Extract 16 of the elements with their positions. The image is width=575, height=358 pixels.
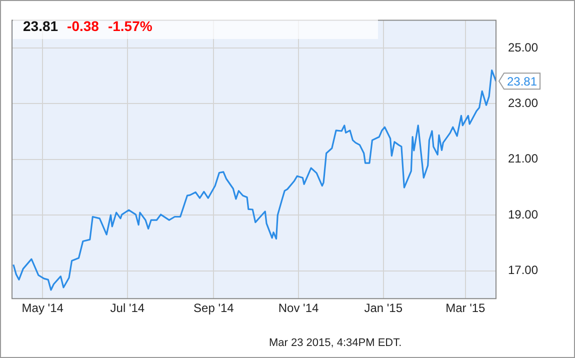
x-tick-label: Jan '15 <box>364 301 403 316</box>
x-tick-label: May '14 <box>22 301 64 316</box>
annotation: -0.38 <box>67 18 99 34</box>
annotation: -1.57% <box>108 18 152 34</box>
y-tick-label: 17.00 <box>508 263 538 278</box>
x-tick-label: Sep '14 <box>194 301 234 316</box>
y-tick-label: 25.00 <box>508 40 538 54</box>
annotation: 23.81 <box>23 18 58 34</box>
y-tick-label: 19.00 <box>508 207 538 222</box>
x-tick-label: Mar '15 <box>446 301 486 316</box>
x-tick-label: Nov '14 <box>278 301 319 316</box>
y-tick-label: 21.00 <box>508 152 538 166</box>
x-tick-label: Jul '14 <box>110 301 145 316</box>
y-tick-label: 23.00 <box>508 96 538 110</box>
annotation: 23.81 <box>507 74 538 88</box>
text: Mar 23 2015, 4:34PM EDT. <box>269 337 402 349</box>
